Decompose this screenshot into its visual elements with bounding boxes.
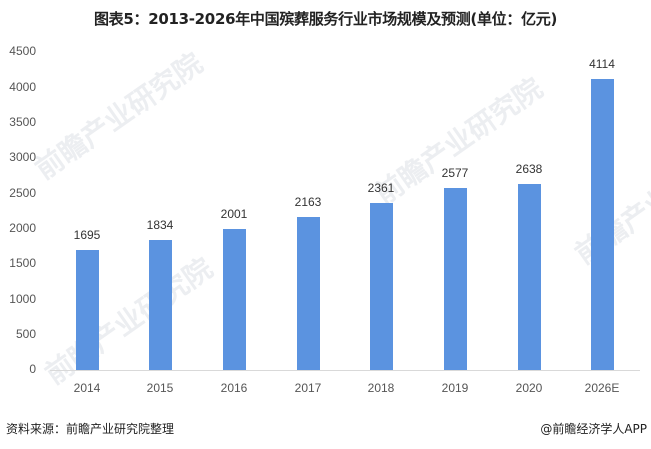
x-tick: 2019 [441,381,469,395]
value-label: 2361 [367,181,395,196]
y-tick: 2000 [9,221,36,235]
y-tick: 3000 [9,150,36,164]
value-label: 4114 [589,57,615,72]
bar-2017 [296,217,320,370]
x-tick: 2014 [73,381,101,395]
watermark-text: 前瞻产业研究院 [29,46,209,186]
source-note: 资料来源：前瞻产业研究院整理 [6,422,175,436]
value-label: 2163 [294,195,322,210]
value-label: 2577 [441,165,469,180]
bar-2020 [517,183,541,370]
credit-note: @前瞻经济学人APP [540,422,647,436]
x-tick: 2018 [367,381,395,395]
value-label: 1695 [73,228,101,243]
bar-2016 [222,228,246,370]
bar-2026E [590,79,614,370]
bar-2019 [443,187,467,370]
value-label: 2638 [515,161,543,176]
x-tick: 2016 [220,381,248,395]
value-label: 2001 [220,206,248,221]
x-tick: 2017 [294,381,322,395]
x-tick: 2020 [515,381,543,395]
y-tick: 3500 [9,115,36,129]
chart-title: 图表5：2013-2026年中国殡葬服务行业市场规模及预测(单位：亿元) [93,10,558,28]
bar-2014 [75,250,99,370]
y-tick: 1000 [9,292,36,306]
y-tick: 1500 [9,256,36,270]
x-tick: 2015 [146,381,174,395]
x-tick: 2026E [584,381,620,395]
y-tick: 4000 [9,80,36,94]
x-axis-line [50,370,640,371]
y-tick: 0 [29,362,36,376]
value-label: 1834 [146,218,174,233]
bar-2018 [369,203,393,370]
y-tick: 2500 [9,186,36,200]
y-tick: 4500 [9,44,36,58]
bar-2015 [148,240,172,370]
y-tick: 500 [15,327,36,341]
